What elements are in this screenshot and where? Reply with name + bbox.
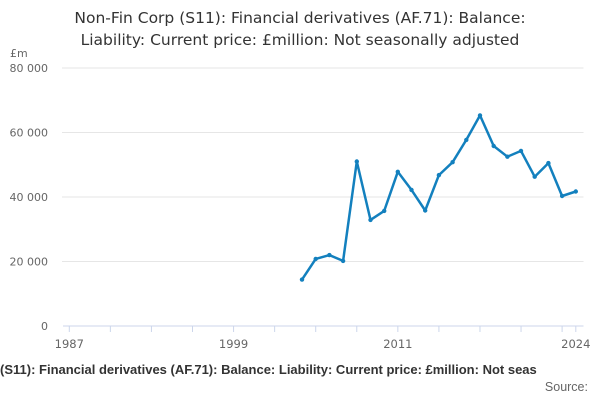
data-point-marker — [518, 148, 524, 154]
data-point-marker — [450, 160, 455, 165]
chart-title-line1: Non-Fin Corp (S11): Financial derivative… — [74, 9, 526, 27]
y-tick-label: 0 — [41, 320, 48, 333]
data-point-marker — [368, 217, 373, 223]
y-tick-label: 60 000 — [10, 127, 49, 140]
data-point-marker — [299, 277, 305, 282]
data-point-marker — [491, 143, 496, 149]
data-point-marker — [546, 160, 551, 166]
y-tick-label: 80 000 — [10, 62, 49, 75]
y-axis-unit-label: £m — [10, 47, 28, 60]
data-point-marker — [559, 193, 565, 199]
x-tick-label: 2024 — [561, 337, 590, 351]
data-point-marker — [340, 258, 346, 264]
data-point-marker — [313, 256, 318, 262]
x-tick-label: 2011 — [383, 337, 412, 351]
data-point-marker — [464, 137, 469, 143]
footer-caption: (S11): Financial derivatives (AF.71): Ba… — [0, 362, 537, 377]
x-tick-label: 1987 — [55, 337, 84, 351]
y-tick-label: 40 000 — [10, 191, 49, 204]
source-label: Source: — [544, 380, 588, 394]
data-point-marker — [327, 252, 332, 258]
data-point-marker — [532, 174, 537, 179]
y-tick-label: 20 000 — [10, 256, 49, 269]
data-point-marker — [436, 172, 442, 178]
data-point-marker — [395, 169, 400, 174]
data-point-marker — [382, 208, 387, 214]
data-point-marker — [477, 113, 483, 118]
data-point-marker — [423, 208, 428, 213]
data-point-marker — [573, 189, 578, 194]
chart-title-line2: Liability: Current price: £million: Not … — [80, 31, 520, 49]
chart-title: Non-Fin Corp (S11): Financial derivative… — [0, 7, 600, 51]
data-point-marker — [505, 154, 510, 159]
x-tick-label: 1999 — [219, 337, 248, 351]
line-chart: £m 0 20 000 40 000 60 000 80 000 1987 1999 2011 2… — [10, 47, 591, 351]
data-point-marker — [354, 159, 359, 164]
data-point-marker — [409, 187, 414, 193]
